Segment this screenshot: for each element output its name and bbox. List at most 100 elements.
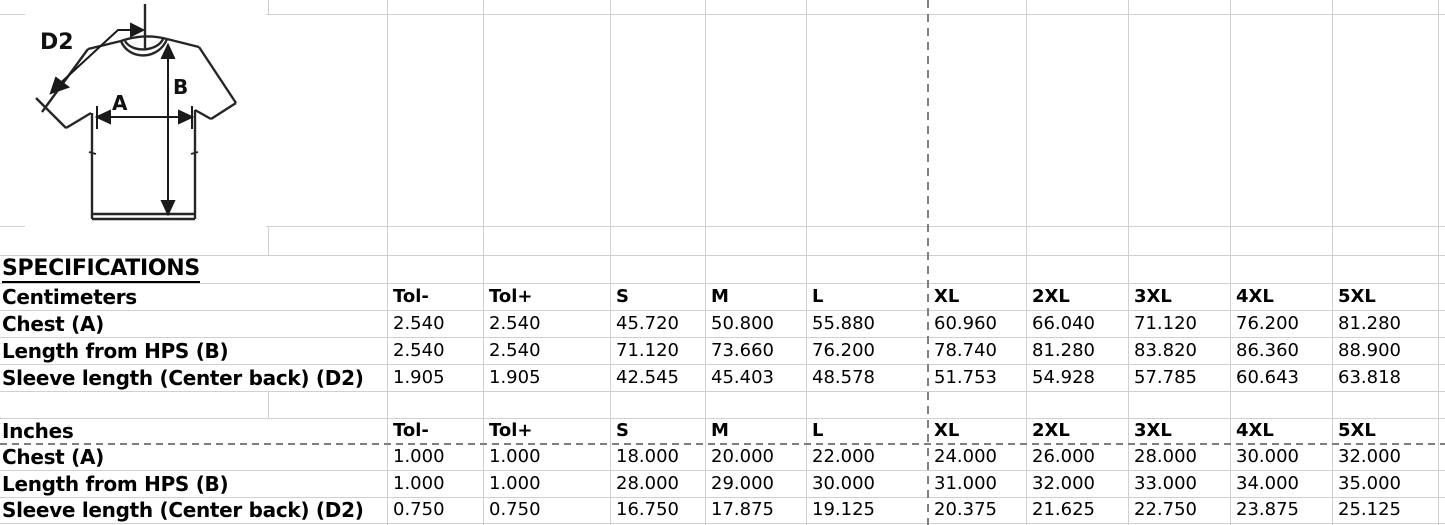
value-cell-inches-1-4xl[interactable]: 34.000 bbox=[1236, 472, 1299, 494]
row-label-centimeters-1[interactable]: Length from HPS (B) bbox=[2, 338, 229, 363]
column-header-inches-4xl[interactable]: 4XL bbox=[1236, 420, 1274, 441]
value-cell-centimeters-0-tol-[interactable]: 2.540 bbox=[393, 312, 445, 334]
value-cell-inches-0-5xl[interactable]: 32.000 bbox=[1338, 446, 1401, 467]
column-header-centimeters-3xl[interactable]: 3XL bbox=[1134, 285, 1172, 307]
gridline-horizontal bbox=[0, 497, 1445, 498]
value-cell-inches-1-5xl[interactable]: 35.000 bbox=[1338, 472, 1401, 494]
value-cell-centimeters-1-tol+[interactable]: 2.540 bbox=[489, 339, 541, 361]
value-cell-inches-1-m[interactable]: 29.000 bbox=[711, 472, 774, 494]
value-cell-centimeters-1-s[interactable]: 71.120 bbox=[616, 339, 679, 361]
value-cell-inches-0-3xl[interactable]: 28.000 bbox=[1134, 446, 1197, 467]
column-header-inches-l[interactable]: L bbox=[812, 420, 824, 441]
value-cell-centimeters-1-tol-[interactable]: 2.540 bbox=[393, 339, 445, 361]
value-cell-centimeters-0-xl[interactable]: 60.960 bbox=[934, 312, 997, 334]
value-cell-inches-2-m[interactable]: 17.875 bbox=[711, 499, 774, 520]
column-header-centimeters-tol-[interactable]: Tol- bbox=[393, 285, 429, 307]
value-cell-inches-1-tol-[interactable]: 1.000 bbox=[393, 472, 445, 494]
value-cell-centimeters-2-xl[interactable]: 51.753 bbox=[934, 366, 997, 388]
value-cell-centimeters-1-4xl[interactable]: 86.360 bbox=[1236, 339, 1299, 361]
value-cell-centimeters-0-m[interactable]: 50.800 bbox=[711, 312, 774, 334]
unit-label-inches[interactable]: Inches bbox=[2, 419, 74, 443]
gridline-horizontal bbox=[0, 364, 1445, 365]
value-cell-centimeters-2-tol-[interactable]: 1.905 bbox=[393, 366, 445, 388]
value-cell-inches-2-3xl[interactable]: 22.750 bbox=[1134, 499, 1197, 520]
value-cell-inches-1-2xl[interactable]: 32.000 bbox=[1032, 472, 1095, 494]
value-cell-inches-1-s[interactable]: 28.000 bbox=[616, 472, 679, 494]
value-cell-centimeters-2-3xl[interactable]: 57.785 bbox=[1134, 366, 1197, 388]
value-cell-centimeters-1-5xl[interactable]: 88.900 bbox=[1338, 339, 1401, 361]
value-cell-inches-2-xl[interactable]: 20.375 bbox=[934, 499, 997, 520]
column-header-inches-tol+[interactable]: Tol+ bbox=[489, 420, 533, 441]
column-header-centimeters-s[interactable]: S bbox=[616, 285, 629, 307]
diagram-label-d2: D2 bbox=[40, 30, 74, 55]
value-cell-inches-0-xl[interactable]: 24.000 bbox=[934, 446, 997, 467]
value-cell-centimeters-0-4xl[interactable]: 76.200 bbox=[1236, 312, 1299, 334]
gridline-horizontal bbox=[0, 283, 1445, 284]
gridline-horizontal bbox=[0, 337, 1445, 338]
value-cell-inches-2-tol+[interactable]: 0.750 bbox=[489, 499, 541, 520]
value-cell-centimeters-2-4xl[interactable]: 60.643 bbox=[1236, 366, 1299, 388]
gridline-vertical bbox=[705, 0, 706, 525]
value-cell-inches-2-tol-[interactable]: 0.750 bbox=[393, 499, 445, 520]
column-header-inches-2xl[interactable]: 2XL bbox=[1032, 420, 1070, 441]
row-label-centimeters-2[interactable]: Sleeve length (Center back) (D2) bbox=[2, 365, 364, 390]
column-header-inches-s[interactable]: S bbox=[616, 420, 629, 441]
value-cell-inches-1-xl[interactable]: 31.000 bbox=[934, 472, 997, 494]
value-cell-centimeters-2-l[interactable]: 48.578 bbox=[812, 366, 875, 388]
unit-label-centimeters[interactable]: Centimeters bbox=[2, 284, 137, 309]
value-cell-centimeters-1-2xl[interactable]: 81.280 bbox=[1032, 339, 1095, 361]
tshirt-measurement-diagram[interactable]: A B D2 bbox=[0, 0, 280, 232]
value-cell-centimeters-1-m[interactable]: 73.660 bbox=[711, 339, 774, 361]
gridline-vertical bbox=[1230, 0, 1231, 525]
value-cell-inches-2-l[interactable]: 19.125 bbox=[812, 499, 875, 520]
value-cell-centimeters-2-m[interactable]: 45.403 bbox=[711, 366, 774, 388]
value-cell-centimeters-0-l[interactable]: 55.880 bbox=[812, 312, 875, 334]
row-label-inches-0[interactable]: Chest (A) bbox=[2, 445, 104, 469]
row-label-centimeters-0[interactable]: Chest (A) bbox=[2, 311, 104, 336]
value-cell-inches-1-l[interactable]: 30.000 bbox=[812, 472, 875, 494]
value-cell-centimeters-0-3xl[interactable]: 71.120 bbox=[1134, 312, 1197, 334]
column-header-inches-5xl[interactable]: 5XL bbox=[1338, 420, 1376, 441]
column-header-centimeters-xl[interactable]: XL bbox=[934, 285, 960, 307]
value-cell-inches-1-tol+[interactable]: 1.000 bbox=[489, 472, 541, 494]
value-cell-centimeters-1-xl[interactable]: 78.740 bbox=[934, 339, 997, 361]
value-cell-inches-0-4xl[interactable]: 30.000 bbox=[1236, 446, 1299, 467]
value-cell-centimeters-0-tol+[interactable]: 2.540 bbox=[489, 312, 541, 334]
value-cell-inches-0-m[interactable]: 20.000 bbox=[711, 446, 774, 467]
column-header-centimeters-m[interactable]: M bbox=[711, 285, 729, 307]
value-cell-inches-0-tol-[interactable]: 1.000 bbox=[393, 446, 445, 467]
value-cell-inches-2-5xl[interactable]: 25.125 bbox=[1338, 499, 1401, 520]
value-cell-centimeters-2-tol+[interactable]: 1.905 bbox=[489, 366, 541, 388]
value-cell-inches-2-2xl[interactable]: 21.625 bbox=[1032, 499, 1095, 520]
value-cell-inches-0-2xl[interactable]: 26.000 bbox=[1032, 446, 1095, 467]
value-cell-inches-0-tol+[interactable]: 1.000 bbox=[489, 446, 541, 467]
value-cell-inches-2-s[interactable]: 16.750 bbox=[616, 499, 679, 520]
value-cell-inches-2-4xl[interactable]: 23.875 bbox=[1236, 499, 1299, 520]
row-label-inches-2[interactable]: Sleeve length (Center back) (D2) bbox=[2, 498, 364, 522]
diagram-label-b: B bbox=[173, 75, 188, 99]
value-cell-inches-1-3xl[interactable]: 33.000 bbox=[1134, 472, 1197, 494]
value-cell-centimeters-0-5xl[interactable]: 81.280 bbox=[1338, 312, 1401, 334]
value-cell-centimeters-2-2xl[interactable]: 54.928 bbox=[1032, 366, 1095, 388]
value-cell-inches-0-l[interactable]: 22.000 bbox=[812, 446, 875, 467]
value-cell-centimeters-2-s[interactable]: 42.545 bbox=[616, 366, 679, 388]
gridline-horizontal bbox=[0, 391, 1445, 392]
row-label-inches-1[interactable]: Length from HPS (B) bbox=[2, 471, 229, 496]
column-header-centimeters-l[interactable]: L bbox=[812, 285, 824, 307]
column-header-centimeters-2xl[interactable]: 2XL bbox=[1032, 285, 1070, 307]
specifications-title-cell[interactable]: SPECIFICATIONS bbox=[2, 255, 200, 283]
value-cell-centimeters-1-3xl[interactable]: 83.820 bbox=[1134, 339, 1197, 361]
column-header-inches-3xl[interactable]: 3XL bbox=[1134, 420, 1172, 441]
column-header-centimeters-5xl[interactable]: 5XL bbox=[1338, 285, 1376, 307]
value-cell-centimeters-2-5xl[interactable]: 63.818 bbox=[1338, 366, 1401, 388]
value-cell-inches-0-s[interactable]: 18.000 bbox=[616, 446, 679, 467]
column-header-centimeters-tol+[interactable]: Tol+ bbox=[489, 285, 533, 307]
value-cell-centimeters-1-l[interactable]: 76.200 bbox=[812, 339, 875, 361]
value-cell-centimeters-0-2xl[interactable]: 66.040 bbox=[1032, 312, 1095, 334]
column-header-inches-m[interactable]: M bbox=[711, 420, 729, 441]
column-header-inches-xl[interactable]: XL bbox=[934, 420, 960, 441]
column-header-inches-tol-[interactable]: Tol- bbox=[393, 420, 429, 441]
column-header-centimeters-4xl[interactable]: 4XL bbox=[1236, 285, 1274, 307]
value-cell-centimeters-0-s[interactable]: 45.720 bbox=[616, 312, 679, 334]
gridline-vertical bbox=[483, 0, 484, 525]
